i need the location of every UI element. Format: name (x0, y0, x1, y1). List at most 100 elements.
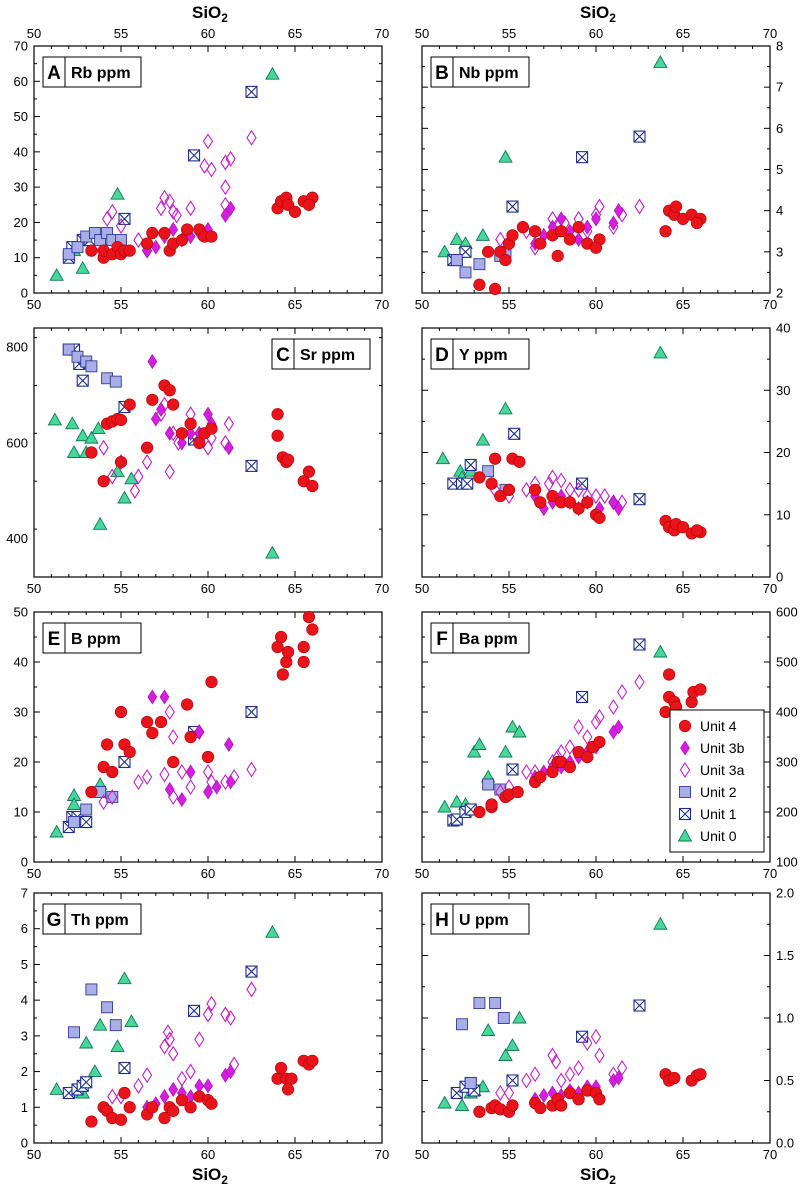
point-u2 (62, 248, 75, 261)
y-tick-label: 400 (6, 531, 28, 546)
point-u4 (563, 1086, 577, 1100)
point-u0 (449, 232, 465, 245)
point-u4 (281, 1083, 295, 1096)
point-u3a (573, 481, 584, 498)
point-u3a (246, 129, 257, 146)
point-u2 (85, 360, 98, 373)
point-u2 (68, 1026, 80, 1039)
point-u0 (505, 1038, 520, 1051)
point-u0 (66, 445, 82, 458)
point-u4 (516, 221, 530, 234)
y-tick-label: 60 (14, 74, 28, 89)
panel-title-box (430, 56, 530, 88)
point-u4 (669, 200, 683, 213)
y-tick-label: 600 (6, 435, 28, 450)
point-u2 (473, 997, 486, 1009)
point-u4 (114, 455, 128, 469)
point-u4 (274, 1061, 288, 1075)
y-tick-label: 30 (776, 383, 790, 398)
point-u4 (572, 221, 585, 234)
point-u3b (156, 401, 166, 417)
point-u4 (473, 805, 486, 819)
legend-box (669, 709, 765, 853)
point-u3a (133, 468, 144, 485)
point-u3a (141, 768, 153, 786)
point-u3a (133, 773, 144, 791)
point-u4 (97, 475, 110, 488)
point-u4 (690, 524, 704, 537)
point-u3b (538, 1087, 549, 1104)
point-u4 (85, 785, 98, 799)
point-u3a (164, 193, 175, 210)
point-u3b (591, 211, 601, 227)
point-u2 (109, 375, 122, 388)
point-u4 (146, 726, 159, 740)
point-u1 (80, 815, 93, 829)
panel-title: Ba ppm (459, 631, 518, 648)
point-u3a (608, 698, 619, 716)
point-u3b (185, 425, 196, 441)
point-u3a (164, 1031, 175, 1048)
x-tick-label: 70 (375, 581, 389, 596)
y-tick-label: 300 (776, 755, 798, 770)
y-tick-label: 7 (21, 886, 28, 901)
point-u3a (185, 200, 196, 217)
point-u3a (107, 203, 118, 220)
point-u3b (220, 207, 231, 223)
point-u0 (49, 824, 64, 838)
point-u4 (659, 225, 672, 238)
point-u3b (164, 425, 175, 441)
point-u0 (653, 345, 668, 359)
point-u4 (534, 1101, 547, 1115)
point-u0 (512, 724, 527, 738)
point-u1 (245, 965, 258, 978)
point-u3b (573, 231, 584, 248)
point-u4 (175, 427, 188, 440)
point-u3a (564, 738, 576, 756)
point-u3b (147, 689, 158, 705)
x-tick-label: 65 (676, 866, 690, 881)
point-u3a (594, 198, 605, 215)
point-u4 (482, 245, 495, 258)
point-u4 (271, 429, 284, 442)
x-tick-label: 65 (676, 297, 690, 312)
panel-title: Y ppm (459, 347, 508, 364)
point-u4 (114, 705, 128, 719)
point-u3b (224, 736, 234, 753)
y-tick-label: 7 (776, 80, 783, 95)
point-u3a (171, 207, 182, 224)
y-tick-label: 100 (776, 855, 798, 870)
point-u4 (506, 1099, 519, 1112)
point-u3a (199, 157, 210, 174)
x-tick-label: 50 (27, 297, 41, 312)
point-u4 (114, 1113, 128, 1126)
legend: Unit 4 Unit 3b Unit 3a Unit 2 Unit 1 Unit 0 (669, 709, 765, 853)
point-u3b (203, 1078, 213, 1094)
y-tick-label: 10 (14, 805, 28, 820)
point-u1 (633, 130, 646, 143)
point-u4 (280, 655, 293, 669)
point-u1 (76, 374, 89, 387)
point-u3a (573, 718, 584, 736)
point-u0 (117, 971, 132, 985)
x-tick-label: 60 (589, 581, 603, 596)
point-u4 (581, 496, 594, 509)
point-u4 (513, 455, 526, 468)
point-u3a (206, 161, 217, 178)
point-u3b (168, 221, 179, 238)
y-tick-label: 70 (14, 39, 28, 54)
x-tick-label: 70 (375, 1147, 389, 1162)
point-u4 (546, 765, 559, 779)
panel-title: U ppm (459, 912, 509, 929)
x-tick-label-top: 50 (27, 26, 41, 41)
point-u4 (668, 1071, 681, 1085)
point-u2 (459, 266, 472, 279)
point-u3a (223, 415, 235, 432)
point-u3b (556, 211, 567, 227)
panel-A: 50 50 55 55 60 60 65 65 70 70 0 10 20 30 40 50 60 70 A Rb p… (14, 26, 390, 312)
point-u4 (175, 1094, 188, 1107)
point-u4 (563, 233, 577, 246)
x-tick-label-top: 55 (502, 26, 516, 41)
x-axis-label-top: SiO2 (192, 3, 228, 25)
point-u2 (94, 234, 107, 247)
